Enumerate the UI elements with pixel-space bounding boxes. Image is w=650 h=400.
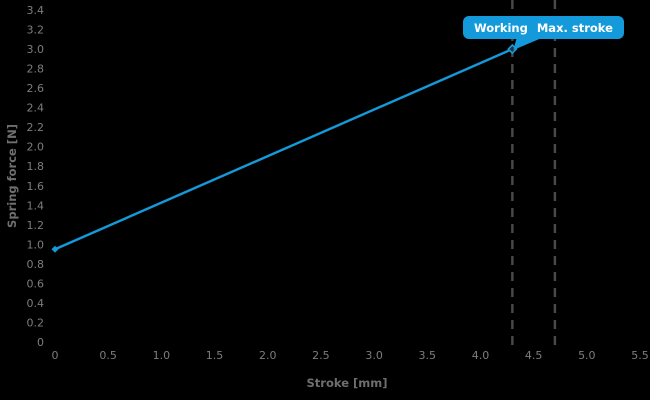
y-tick-label: 1.6 — [27, 180, 45, 193]
working-point-marker — [507, 43, 518, 55]
x-tick-label: 5.0 — [578, 349, 596, 362]
working-stroke-label: Working — [474, 20, 528, 35]
tooltip-tail — [513, 39, 540, 51]
y-tick-label: 1.0 — [27, 238, 45, 251]
x-tick-label: 2.5 — [312, 349, 330, 362]
x-tick-label: 4.0 — [472, 349, 490, 362]
y-tick-label: 3.0 — [27, 43, 45, 56]
y-tick-label: 2.6 — [27, 82, 45, 95]
y-tick-label: 2.8 — [27, 63, 45, 76]
series-line — [54, 47, 513, 251]
y-tick-label: 1.4 — [27, 199, 45, 212]
y-tick-label: 0.6 — [27, 277, 45, 290]
y-axis-title: Spring force [N] — [5, 124, 19, 228]
y-tick-label: 3.2 — [27, 24, 45, 37]
y-tick-label: 1.2 — [27, 219, 45, 232]
x-tick-label: 5.5 — [631, 349, 649, 362]
y-tick-label: 3.4 — [27, 4, 45, 17]
x-tick-label: 1.0 — [153, 349, 171, 362]
y-tick-label: 2.4 — [27, 102, 45, 115]
x-tick-label: 0 — [52, 349, 59, 362]
x-tick-label: 1.5 — [206, 349, 224, 362]
x-tick-label: 4.5 — [525, 349, 543, 362]
y-tick-label: 2.0 — [27, 141, 45, 154]
y-tick-label: 0 — [37, 336, 44, 349]
y-tick-label: 2.2 — [27, 121, 45, 134]
start-point-marker — [51, 245, 59, 253]
x-tick-label: 2.0 — [259, 349, 277, 362]
x-tick-label: 0.5 — [99, 349, 117, 362]
y-tick-label: 1.8 — [27, 160, 45, 173]
y-tick-label: 0.8 — [27, 258, 45, 271]
y-tick-label: 0.2 — [27, 316, 45, 329]
x-tick-label: 3.0 — [365, 349, 383, 362]
x-axis-title: Stroke [mm] — [307, 376, 388, 390]
x-tick-label: 3.5 — [419, 349, 437, 362]
max-stroke-label: Max. stroke — [536, 20, 613, 35]
y-tick-label: 0.4 — [27, 297, 45, 310]
stroke-tooltip: Working Max. stroke — [463, 16, 624, 39]
